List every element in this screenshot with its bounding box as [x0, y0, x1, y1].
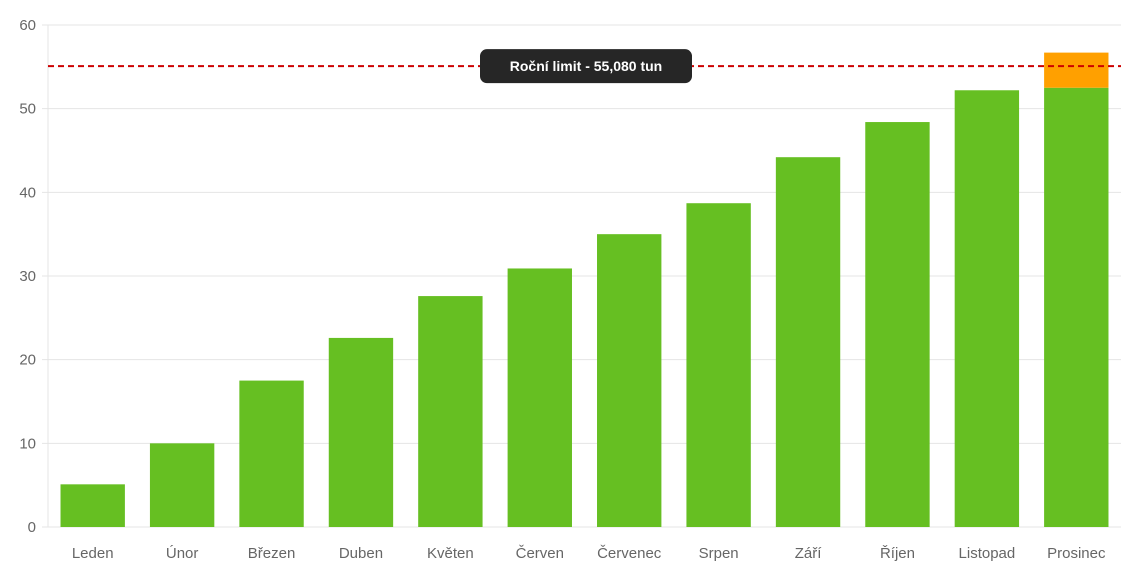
- bar-main-8: [775, 157, 841, 527]
- y-axis-ticks: 0 10 20 30 40 50 60: [19, 17, 36, 536]
- bar-main-9: [865, 122, 930, 527]
- limit-label-background: [480, 49, 692, 84]
- y-tick-label: 0: [28, 519, 36, 536]
- bar-main-1: [149, 443, 215, 527]
- x-tick-label: Říjen: [880, 545, 915, 562]
- x-tick-label: Červen: [516, 545, 564, 562]
- x-tick-label: Leden: [72, 545, 114, 562]
- bar-main-11: [1044, 87, 1109, 527]
- bar-main-5: [507, 268, 572, 527]
- limit-annotation: Roční limit - 55,080 tun: [48, 49, 1121, 84]
- x-axis-ticks: Leden Únor Březen Duben Květen Červen Červenec…: [72, 545, 1106, 562]
- bar-main-2: [239, 380, 304, 527]
- bar-main-3: [328, 337, 394, 527]
- x-tick-label: Prosinec: [1047, 545, 1106, 562]
- y-tick-label: 50: [19, 101, 36, 118]
- x-tick-label: Únor: [166, 545, 199, 562]
- x-tick-label: Listopad: [959, 545, 1016, 562]
- x-tick-label: Srpen: [699, 545, 739, 562]
- bars: [60, 52, 1109, 527]
- x-tick-label: Červenec: [597, 545, 662, 562]
- bar-excess-11: [1044, 52, 1109, 88]
- x-tick-label: Březen: [248, 545, 296, 562]
- x-tick-label: Září: [795, 545, 823, 562]
- limit-label: Roční limit - 55,080 tun: [510, 58, 662, 74]
- y-tick-label: 60: [19, 17, 36, 34]
- bar-main-0: [60, 484, 125, 527]
- x-tick-label: Květen: [427, 545, 474, 562]
- bar-main-4: [418, 296, 483, 527]
- bar-main-10: [954, 90, 1020, 527]
- y-tick-label: 30: [19, 268, 36, 285]
- gridlines: [42, 24, 1121, 528]
- y-tick-label: 40: [19, 184, 36, 201]
- bar-main-6: [597, 234, 662, 527]
- x-tick-label: Duben: [339, 545, 383, 562]
- bar-main-7: [686, 203, 751, 527]
- y-tick-label: 20: [19, 352, 36, 369]
- y-tick-label: 10: [19, 435, 36, 452]
